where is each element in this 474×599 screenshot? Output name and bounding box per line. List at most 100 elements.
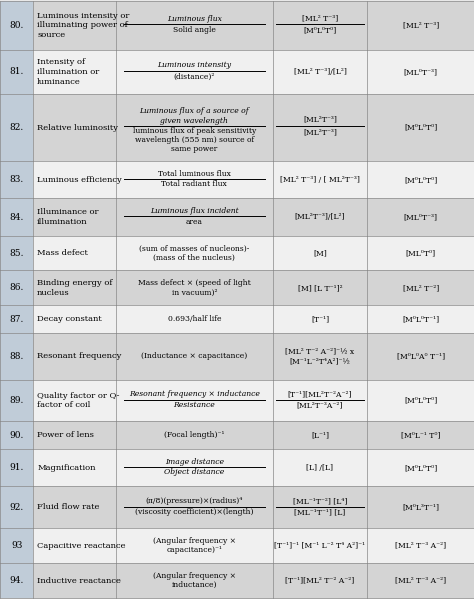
- Text: [M⁰L⁻¹ T⁰]: [M⁰L⁻¹ T⁰]: [401, 431, 440, 440]
- Text: Inductive reactance: Inductive reactance: [37, 577, 121, 585]
- Bar: [0, 161, 33, 198]
- Text: 84.: 84.: [9, 213, 24, 222]
- Text: 81.: 81.: [9, 67, 24, 76]
- Bar: [0, 380, 33, 422]
- Text: [ML²T⁻³]: [ML²T⁻³]: [303, 116, 337, 124]
- Text: Total radiant flux: Total radiant flux: [162, 180, 227, 188]
- Bar: [0, 235, 474, 271]
- Text: Luminous flux of a source of
given wavelength: Luminous flux of a source of given wavel…: [139, 107, 249, 125]
- Text: Intensity of
illumination or
luminance: Intensity of illumination or luminance: [37, 58, 100, 86]
- Text: Luminous intensity or
illuminating power of
source: Luminous intensity or illuminating power…: [37, 11, 129, 39]
- Text: Resistance: Resistance: [173, 401, 215, 409]
- Text: 86.: 86.: [9, 283, 24, 292]
- Text: [ML⁻¹T⁻²] [L⁴]: [ML⁻¹T⁻²] [L⁴]: [293, 497, 347, 505]
- Text: [M⁰L⁰T⁰]: [M⁰L⁰T⁰]: [303, 26, 337, 34]
- Text: Resonant frequency × inductance: Resonant frequency × inductance: [129, 391, 260, 398]
- Text: Total luminous flux: Total luminous flux: [158, 170, 231, 178]
- Text: [ML² T⁻³]: [ML² T⁻³]: [402, 22, 439, 29]
- Text: [ML²T⁻³]/[L²]: [ML²T⁻³]/[L²]: [295, 213, 345, 221]
- Text: Luminous intensity: Luminous intensity: [157, 62, 231, 69]
- Text: [T⁻¹][ML² T⁻² A⁻²]: [T⁻¹][ML² T⁻² A⁻²]: [285, 577, 355, 585]
- Text: [ML² T⁻³ A⁻²]: [ML² T⁻³ A⁻²]: [395, 577, 446, 585]
- Text: [M] [L T⁻¹]²: [M] [L T⁻¹]²: [298, 284, 342, 292]
- Text: 93: 93: [11, 541, 22, 550]
- Bar: [0, 305, 33, 333]
- Text: Decay constant: Decay constant: [37, 315, 102, 323]
- Text: [M⁰L⁰A⁰ T⁻¹]: [M⁰L⁰A⁰ T⁻¹]: [397, 352, 445, 361]
- Text: Mass defect × (speed of light
in vacuum)²: Mass defect × (speed of light in vacuum)…: [138, 279, 251, 297]
- Text: Magnification: Magnification: [37, 464, 96, 472]
- Text: [ML⁰T⁻³]: [ML⁰T⁻³]: [404, 213, 438, 221]
- Bar: [0, 563, 474, 598]
- Bar: [0, 422, 33, 449]
- Bar: [0, 50, 33, 94]
- Bar: [0, 486, 33, 528]
- Text: Luminous flux incident: Luminous flux incident: [150, 207, 239, 215]
- Text: 82.: 82.: [9, 123, 24, 132]
- Bar: [0, 198, 33, 235]
- Text: (distance)²: (distance)²: [173, 72, 215, 80]
- Text: Quality factor or Q-
factor of coil: Quality factor or Q- factor of coil: [37, 392, 119, 410]
- Bar: [0, 94, 33, 161]
- Bar: [0, 449, 474, 486]
- Text: [M⁰L⁰T⁰]: [M⁰L⁰T⁰]: [404, 397, 438, 404]
- Text: [ML² T⁻³]/[L²]: [ML² T⁻³]/[L²]: [293, 68, 346, 76]
- Bar: [0, 1, 474, 50]
- Text: Capacitive reactance: Capacitive reactance: [37, 541, 126, 550]
- Text: (Angular frequency ×
capacitance)⁻¹: (Angular frequency × capacitance)⁻¹: [153, 537, 236, 554]
- Text: [ML²T⁻³A⁻²]: [ML²T⁻³A⁻²]: [297, 401, 343, 409]
- Text: Mass defect: Mass defect: [37, 249, 88, 257]
- Text: [T⁻¹][ML²T⁻²A⁻²]: [T⁻¹][ML²T⁻²A⁻²]: [288, 391, 352, 398]
- Text: [M⁰L⁰T⁰]: [M⁰L⁰T⁰]: [404, 176, 438, 184]
- Text: Luminous flux: Luminous flux: [167, 15, 222, 23]
- Bar: [0, 333, 33, 380]
- Text: [M⁰L⁰T⁰]: [M⁰L⁰T⁰]: [404, 123, 438, 132]
- Text: Fluid flow rate: Fluid flow rate: [37, 503, 100, 512]
- Text: 88.: 88.: [9, 352, 24, 361]
- Text: 85.: 85.: [9, 249, 24, 258]
- Bar: [0, 486, 474, 528]
- Text: (π/8)(pressure)×(radius)⁴: (π/8)(pressure)×(radius)⁴: [146, 497, 243, 505]
- Text: [M⁰L³T⁻¹]: [M⁰L³T⁻¹]: [402, 503, 439, 512]
- Text: [ML²T⁻³]: [ML²T⁻³]: [303, 129, 337, 137]
- Text: [M⁰L⁰T⁻¹]: [M⁰L⁰T⁻¹]: [402, 315, 439, 323]
- Text: [T⁻¹]⁻¹ [M⁻¹ L⁻² T⁴ A²]⁻¹: [T⁻¹]⁻¹ [M⁻¹ L⁻² T⁴ A²]⁻¹: [274, 541, 365, 550]
- Bar: [0, 528, 33, 563]
- Text: area: area: [186, 217, 203, 226]
- Bar: [0, 94, 474, 161]
- Text: 92.: 92.: [9, 503, 24, 512]
- Text: [ML⁰T⁰]: [ML⁰T⁰]: [406, 249, 436, 257]
- Text: [M]: [M]: [313, 249, 327, 257]
- Bar: [0, 271, 474, 305]
- Bar: [0, 271, 33, 305]
- Text: [ML² T⁻³]: [ML² T⁻³]: [302, 15, 338, 23]
- Text: [ML² T⁻² A⁻²]⁻½ x: [ML² T⁻² A⁻²]⁻½ x: [285, 347, 355, 355]
- Bar: [0, 50, 474, 94]
- Text: Binding energy of
nucleus: Binding energy of nucleus: [37, 279, 113, 297]
- Bar: [0, 305, 474, 333]
- Text: [M⁰L⁰T⁰]: [M⁰L⁰T⁰]: [404, 464, 438, 472]
- Bar: [0, 528, 474, 563]
- Text: 90.: 90.: [9, 431, 24, 440]
- Bar: [0, 422, 474, 449]
- Bar: [0, 1, 33, 50]
- Text: 80.: 80.: [9, 21, 24, 30]
- Bar: [0, 380, 474, 422]
- Text: [ML² T⁻³ A⁻²]: [ML² T⁻³ A⁻²]: [395, 541, 446, 550]
- Text: 89.: 89.: [9, 396, 24, 405]
- Text: Object distance: Object distance: [164, 468, 225, 476]
- Bar: [0, 333, 474, 380]
- Text: Image distance: Image distance: [165, 458, 224, 466]
- Text: (Focal length)⁻¹: (Focal length)⁻¹: [164, 431, 225, 440]
- Text: [ML² T⁻³] / [ ML²T⁻³]: [ML² T⁻³] / [ ML²T⁻³]: [280, 176, 360, 184]
- Text: 87.: 87.: [9, 314, 24, 323]
- Text: 83.: 83.: [9, 176, 24, 184]
- Text: (viscosity coefficient)×(length): (viscosity coefficient)×(length): [135, 508, 254, 516]
- Text: [ML⁰T⁻³]: [ML⁰T⁻³]: [404, 68, 438, 76]
- Text: (Inductance × capacitance): (Inductance × capacitance): [141, 352, 247, 361]
- Bar: [0, 563, 33, 598]
- Text: 0.693/half life: 0.693/half life: [168, 315, 221, 323]
- Text: Relative luminosity: Relative luminosity: [37, 123, 118, 132]
- Text: 91.: 91.: [9, 464, 24, 473]
- Text: [L⁻¹]: [L⁻¹]: [311, 431, 329, 440]
